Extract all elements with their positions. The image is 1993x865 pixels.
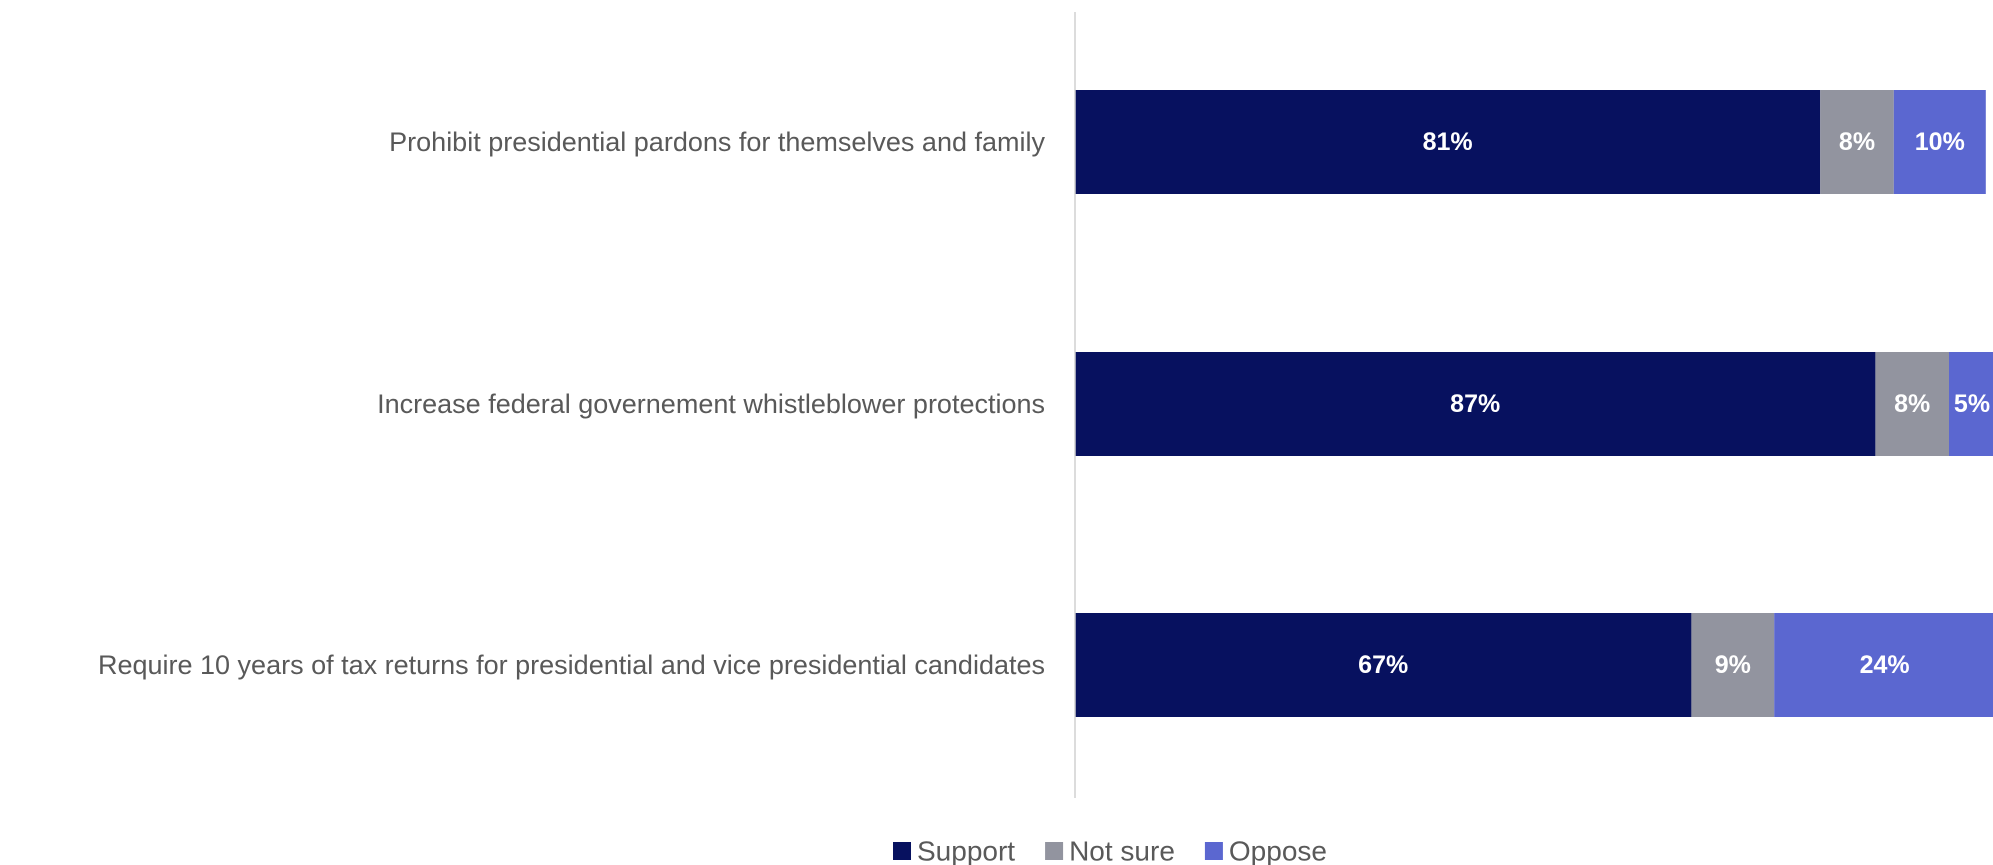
data-label-oppose: 10% <box>1915 128 1965 156</box>
data-label-support: 67% <box>1358 651 1408 679</box>
data-label-not-sure: 9% <box>1715 651 1751 679</box>
category-labels: Prohibit presidential pardons for themse… <box>98 127 1046 680</box>
legend: Support Not sure Oppose <box>893 836 1327 865</box>
category-label: Prohibit presidential pardons for themse… <box>389 127 1045 157</box>
legend-item-oppose: Oppose <box>1204 836 1327 865</box>
bar-support <box>1075 352 1876 456</box>
bars: 81% 8% 10% 87% 8% 5% 67% 9% 24% <box>1075 90 1993 717</box>
bar-not-sure <box>1820 90 1894 194</box>
bar-not-sure <box>1691 613 1775 717</box>
bar-oppose <box>1774 613 1993 717</box>
data-label-support: 81% <box>1423 128 1473 156</box>
legend-label: Oppose <box>1229 836 1327 865</box>
legend-item-not-sure: Not sure <box>1045 836 1175 865</box>
bar-support <box>1075 613 1692 717</box>
legend-swatch <box>1204 842 1223 860</box>
legend-item-support: Support <box>893 836 1015 865</box>
bar-not-sure <box>1875 352 1949 456</box>
data-label-not-sure: 8% <box>1839 128 1875 156</box>
bar-support <box>1075 90 1821 194</box>
category-label: Increase federal governement whistleblow… <box>377 389 1045 419</box>
legend-label: Support <box>917 836 1015 865</box>
legend-swatch <box>1045 842 1064 860</box>
bar-oppose <box>1949 352 1993 456</box>
category-label: Require 10 years of tax returns for pres… <box>98 650 1045 680</box>
legend-label: Not sure <box>1069 836 1175 865</box>
data-label-not-sure: 8% <box>1894 390 1930 418</box>
data-label-support: 87% <box>1450 390 1500 418</box>
data-label-oppose: 5% <box>1954 390 1990 418</box>
legend-swatch <box>893 842 912 860</box>
bar-oppose <box>1893 90 1986 194</box>
data-label-oppose: 24% <box>1860 651 1910 679</box>
